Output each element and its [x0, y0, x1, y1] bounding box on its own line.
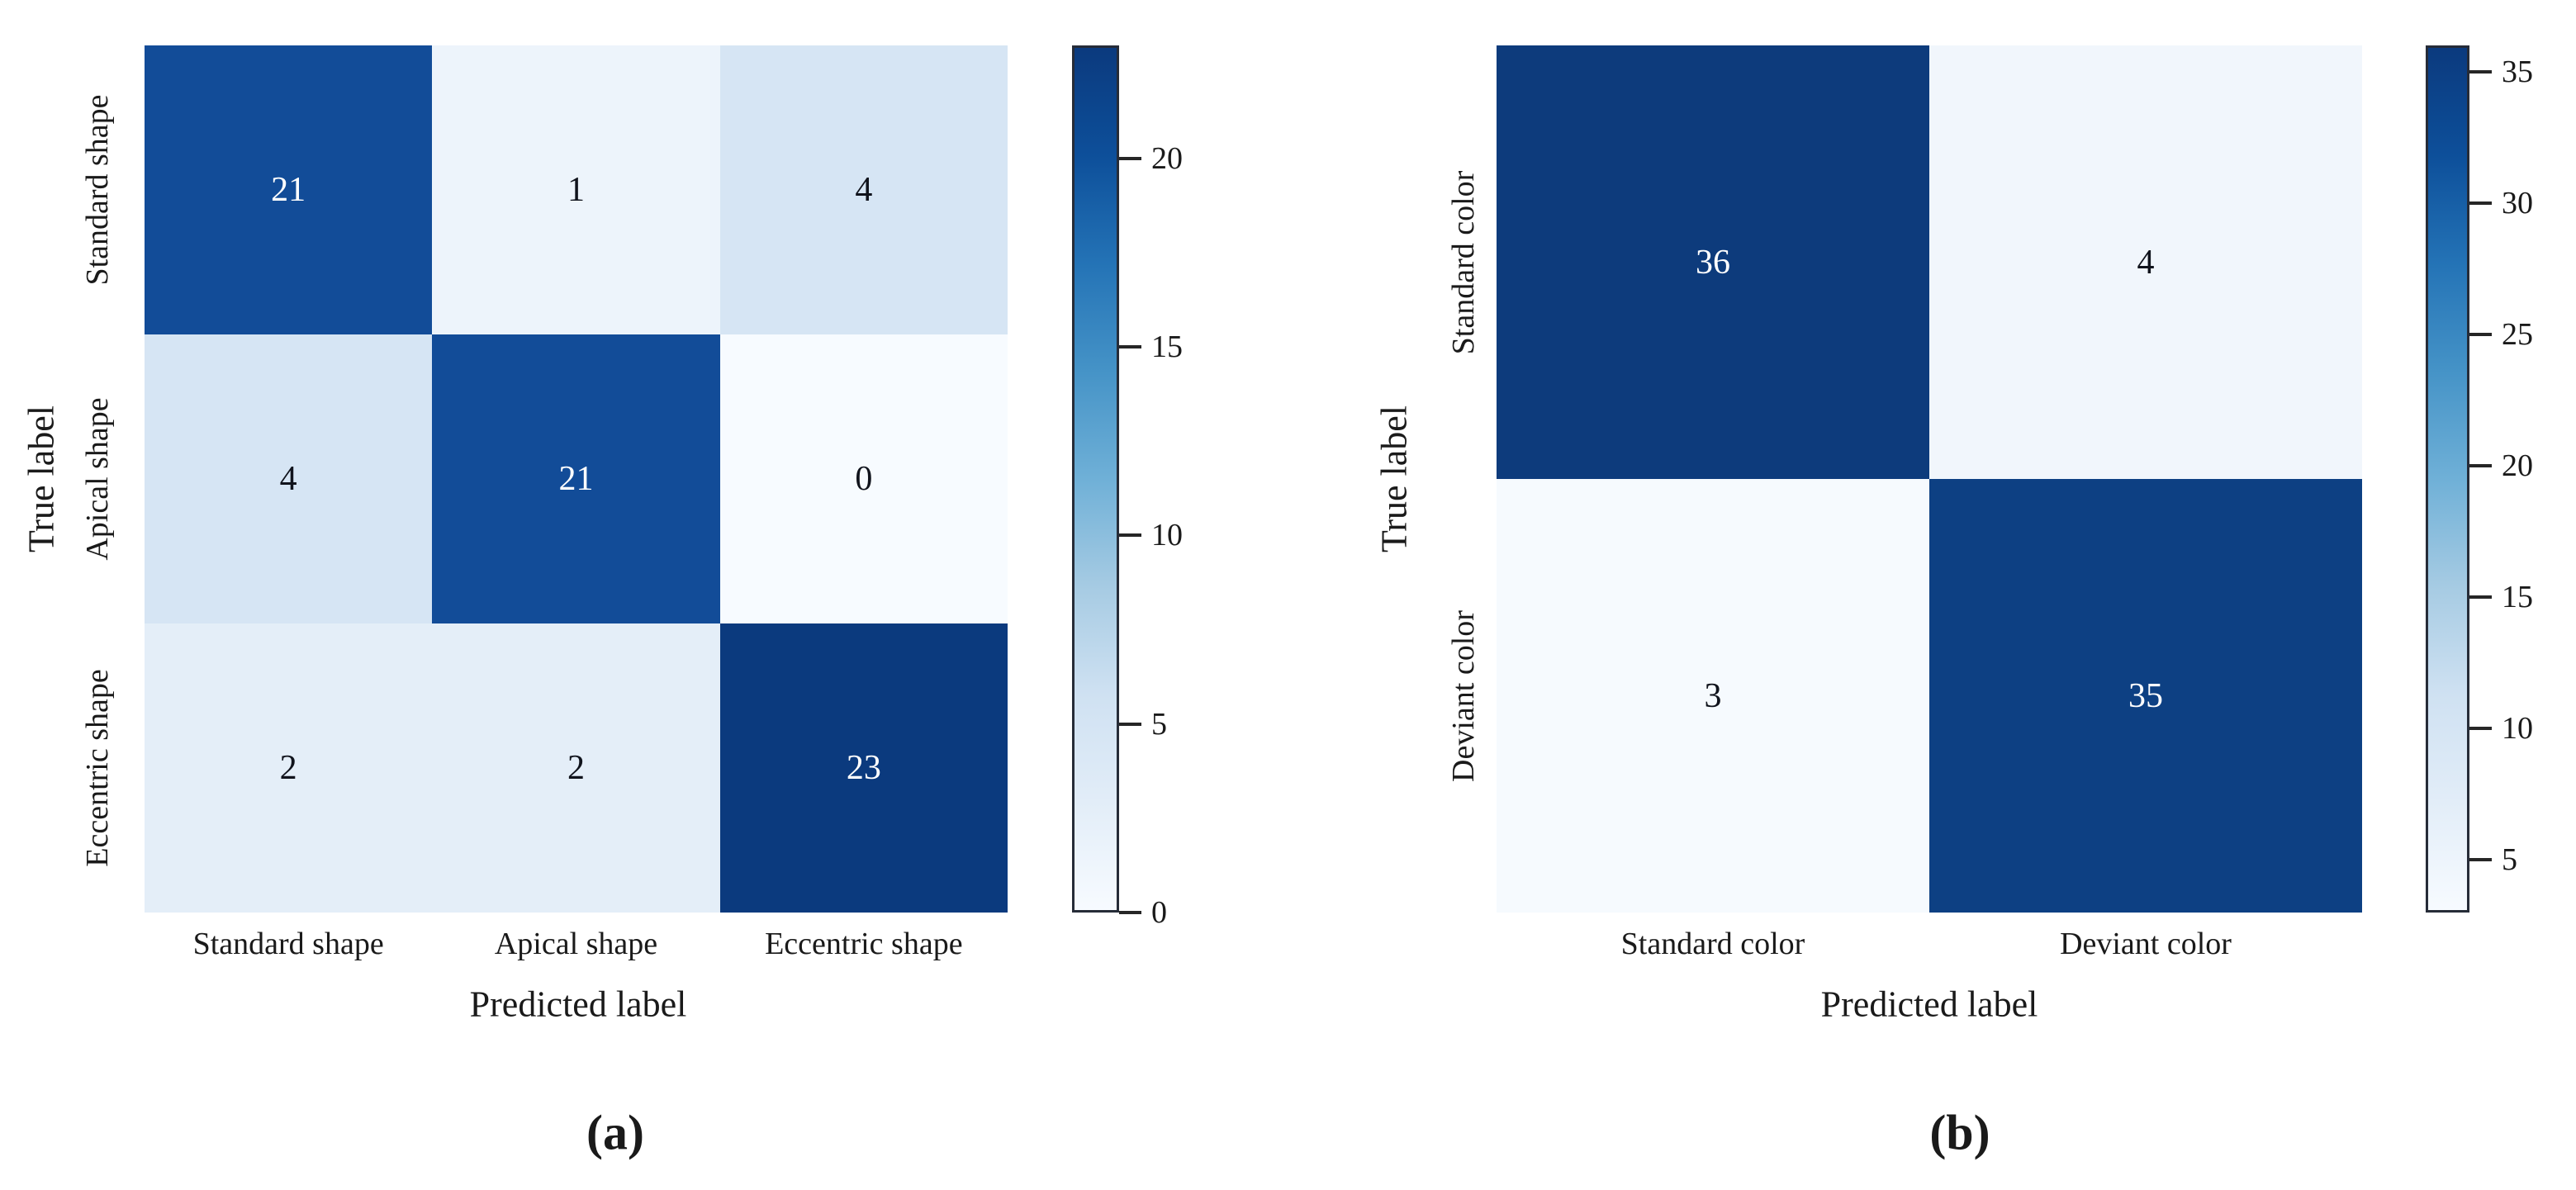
cell-value: 21 [271, 171, 306, 209]
colorbar-tick-mark [1119, 345, 1141, 349]
cell-value: 4 [855, 171, 873, 209]
x-axis-title-a: Predicted label [469, 984, 687, 1025]
x-tick-label: Standard shape [192, 927, 384, 961]
cell-value: 35 [2128, 676, 2163, 715]
matrix-cell: 4 [145, 334, 433, 623]
confusion-matrix-shape: 21 1 4 4 21 0 2 2 23 [145, 45, 1008, 913]
y-tick-label: Deviant color [1446, 609, 1481, 782]
y-tick-label: Standard color [1446, 170, 1481, 354]
colorbar-tick-label: 10 [1151, 518, 1183, 553]
matrix-cell: 4 [719, 45, 1008, 334]
panel-caption-a: (a) [586, 1105, 644, 1160]
y-tick-label: Apical shape [80, 397, 115, 561]
colorbar-shape [1072, 45, 1119, 913]
colorbar-tick-mark [2469, 858, 2492, 862]
colorbar-tick-mark [1119, 911, 1141, 914]
x-tick-label: Apical shape [494, 927, 658, 961]
matrix-cell: 35 [1929, 479, 2362, 913]
matrix-cell: 36 [1497, 45, 1929, 479]
colorbar-tick-mark [1119, 722, 1141, 726]
colorbar-tick-mark [2469, 69, 2492, 73]
matrix-cell: 4 [1929, 45, 2362, 479]
matrix-cell: 1 [432, 45, 720, 334]
cell-value: 1 [567, 171, 585, 209]
x-axis-title-b: Predicted label [1820, 984, 2038, 1025]
confusion-matrix-color: 36 4 3 35 [1497, 45, 2362, 913]
x-tick-label: Deviant color [2060, 927, 2232, 961]
colorbar-color [2426, 45, 2469, 913]
colorbar-tick-mark [2469, 464, 2492, 468]
cell-value: 2 [567, 749, 585, 787]
colorbar-tick-mark [2469, 201, 2492, 205]
cell-value: 4 [279, 460, 297, 498]
matrix-cell: 23 [719, 623, 1008, 913]
colorbar-tick-label: 25 [2502, 317, 2533, 352]
colorbar-tick-label: 15 [2502, 580, 2533, 615]
colorbar-tick-label: 15 [1151, 330, 1183, 365]
colorbar-tick-label: 5 [2502, 842, 2517, 878]
colorbar-tick-label: 30 [2502, 185, 2533, 220]
colorbar-tick-label: 10 [2502, 711, 2533, 747]
colorbar-tick-mark [1119, 156, 1141, 160]
cell-value: 4 [2137, 243, 2155, 282]
colorbar-tick-mark [1119, 533, 1141, 538]
colorbar-tick-label: 35 [2502, 54, 2533, 89]
colorbar-tick-label: 0 [1151, 895, 1167, 930]
y-axis-title-b: True label [1373, 405, 1415, 553]
matrix-cell: 3 [1497, 479, 1929, 913]
y-tick-label: Standard shape [80, 94, 115, 286]
cell-value: 23 [846, 749, 881, 787]
cell-value: 3 [1704, 676, 1722, 715]
cell-value: 36 [1696, 243, 1730, 282]
cell-value: 21 [558, 460, 594, 498]
panel-caption-b: (b) [1929, 1105, 1990, 1160]
matrix-cell: 21 [145, 45, 433, 334]
colorbar-tick-label: 5 [1151, 706, 1167, 742]
x-tick-label: Standard color [1620, 927, 1805, 961]
cell-value: 2 [279, 749, 297, 787]
cell-value: 0 [855, 460, 873, 498]
matrix-cell: 0 [719, 334, 1008, 623]
colorbar-tick-mark [2469, 727, 2492, 731]
matrix-cell: 2 [145, 623, 433, 913]
matrix-cell: 21 [432, 334, 720, 623]
colorbar-tick-mark [2469, 333, 2492, 336]
x-tick-label: Eccentric shape [765, 927, 963, 961]
colorbar-tick-label: 20 [2502, 448, 2533, 484]
colorbar-tick-label: 20 [1151, 140, 1183, 176]
colorbar-tick-mark [2469, 595, 2492, 600]
matrix-cell: 2 [432, 623, 720, 913]
y-axis-title-a: True label [21, 405, 62, 553]
y-tick-label: Eccentric shape [80, 669, 115, 867]
